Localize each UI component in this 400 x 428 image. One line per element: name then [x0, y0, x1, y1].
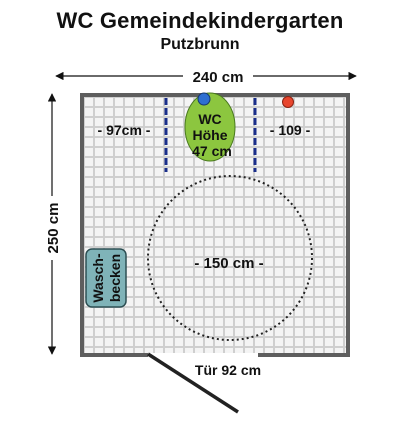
flush-button-icon [197, 92, 211, 106]
height-dimension: 250 cm [42, 93, 62, 355]
right-clearance-label: - 109 - [270, 122, 311, 138]
wc-height-label: Höhe [193, 127, 228, 143]
page-title: WC Gemeindekindergarten [56, 8, 344, 33]
door: Tür 92 cm [147, 352, 261, 414]
page-subtitle: Putzbrunn [160, 36, 240, 53]
sink-label-line1: Wasch- [90, 253, 106, 303]
width-label: 240 cm [193, 69, 244, 86]
width-dimension: 240 cm [55, 65, 357, 86]
grab-bars [164, 98, 257, 172]
height-label: 250 cm [45, 203, 62, 254]
wc-toilet: WC Höhe 47 cm [184, 92, 236, 162]
turning-circle: - 150 cm - [147, 175, 313, 341]
emergency-call-button-icon [282, 96, 294, 108]
door-label: Tür 92 cm [195, 362, 261, 378]
wash-basin: Wasch- becken [85, 248, 127, 308]
wc-label: WC [198, 111, 221, 127]
turning-circle-label: - 150 cm - [194, 255, 263, 272]
wc-height-value: 47 cm [192, 143, 232, 159]
left-clearance-label: - 97cm - [98, 122, 151, 138]
sink-label-line2: becken [107, 254, 123, 302]
